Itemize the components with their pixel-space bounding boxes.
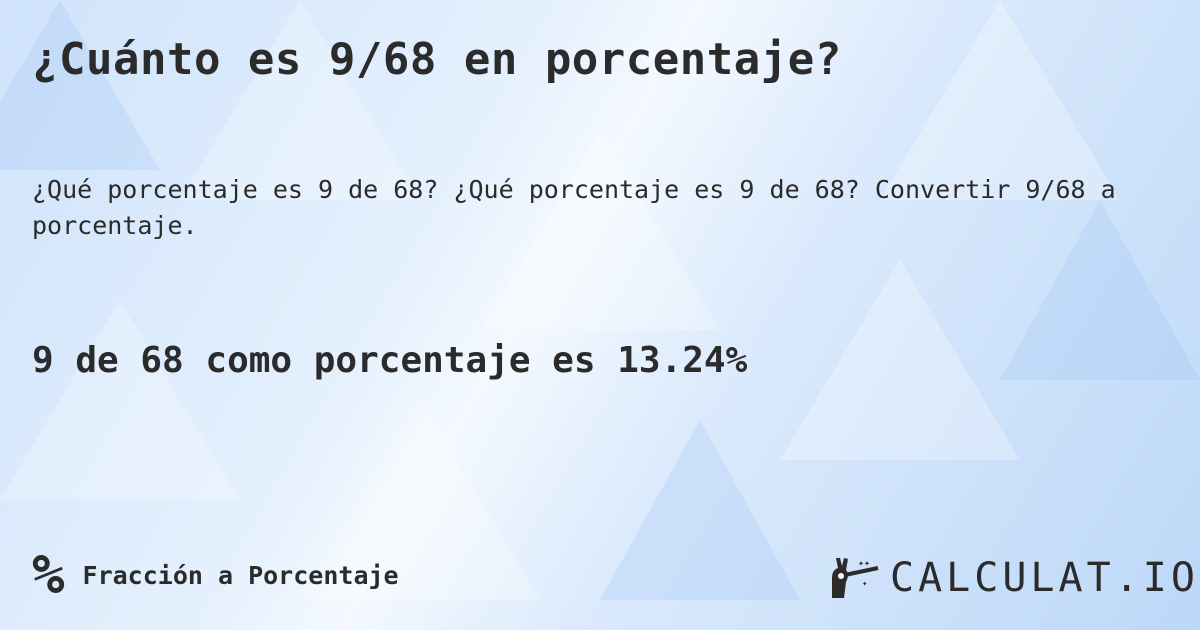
magic-hand-wand-icon: ✦✦ ✦ bbox=[832, 558, 879, 598]
svg-text:✦: ✦ bbox=[862, 579, 868, 589]
percent-icon: % bbox=[32, 543, 65, 606]
svg-text:✦✦: ✦✦ bbox=[858, 558, 870, 569]
description: ¿Qué porcentaje es 9 de 68? ¿Qué porcent… bbox=[32, 175, 1116, 240]
logo[interactable]: ✦✦ ✦ CALCULAT.IO bbox=[828, 555, 1199, 601]
category-label: Fracción a Porcentaje bbox=[82, 560, 399, 590]
category-link[interactable]: % Fracción a Porcentaje bbox=[32, 548, 399, 602]
answer-text: 9 de 68 como porcentaje es 13.24% bbox=[32, 340, 748, 381]
page-title: ¿Cuánto es 9/68 en porcentaje? bbox=[32, 34, 842, 85]
logo-text: CALCULAT.IO bbox=[890, 555, 1199, 601]
